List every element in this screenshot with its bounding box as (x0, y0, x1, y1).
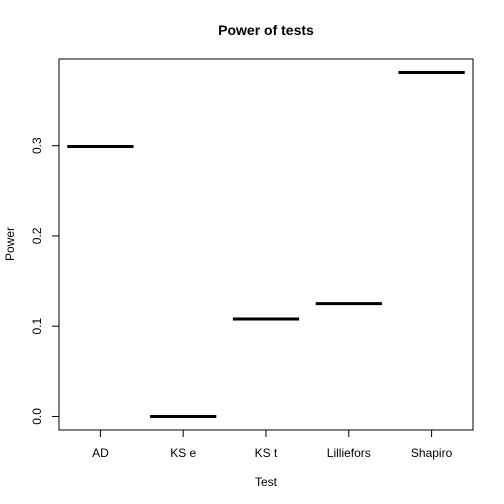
y-tick-label: 0.3 (30, 137, 44, 154)
x-tick-label: Lilliefors (327, 446, 371, 460)
x-tick-label: Shapiro (411, 446, 453, 460)
x-axis-label: Test (255, 475, 278, 489)
y-axis: 0.0 0.1 0.2 0.3 (30, 137, 59, 425)
x-axis: AD KS e KS t Lilliefors Shapiro (92, 430, 453, 460)
y-tick-label: 0.2 (30, 227, 44, 244)
x-tick-label: AD (92, 446, 109, 460)
data-marks (67, 71, 465, 418)
plot-frame (58, 58, 474, 431)
x-tick-label: KS e (170, 446, 196, 460)
y-axis-label: Power (3, 227, 17, 261)
y-tick-label: 0.1 (30, 318, 44, 335)
chart-title: Power of tests (218, 22, 314, 38)
x-tick-label: KS t (255, 446, 278, 460)
y-tick-label: 0.0 (30, 408, 44, 425)
